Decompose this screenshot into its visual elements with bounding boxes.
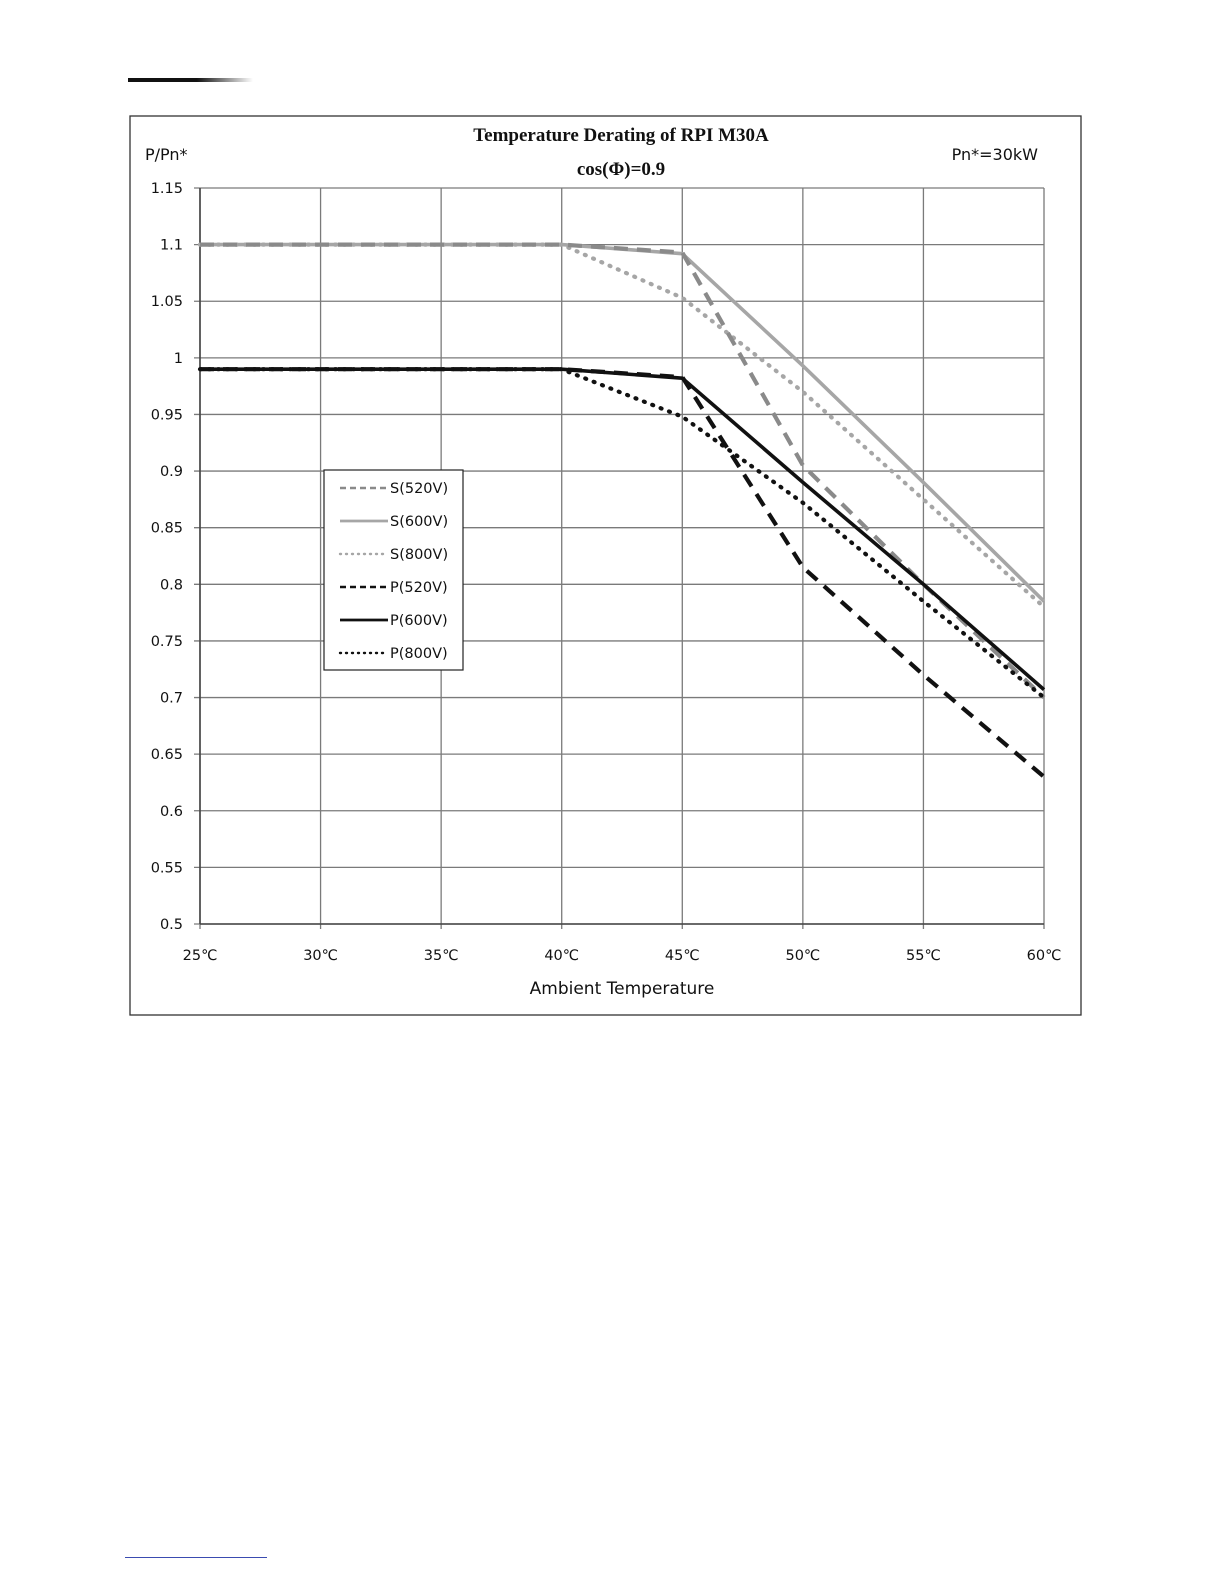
legend-label: S(600V) <box>390 514 448 530</box>
y-tick-label: 0.65 <box>151 747 183 763</box>
x-tick-label: 50℃ <box>785 948 820 964</box>
chart-title: Temperature Derating of RPI M30A <box>473 125 769 146</box>
y-tick-label: 0.8 <box>160 577 183 593</box>
legend-label: S(800V) <box>390 547 448 563</box>
x-tick-label: 25℃ <box>183 948 218 964</box>
legend-label: P(800V) <box>390 646 448 662</box>
rated-power-annotation: Pn*=30kW <box>952 145 1039 164</box>
y-tick-label: 0.7 <box>160 691 183 707</box>
y-tick-label: 0.75 <box>151 634 183 650</box>
y-axis-label: P/Pn* <box>145 145 188 164</box>
legend-label: P(600V) <box>390 613 448 629</box>
x-axis-label: Ambient Temperature <box>530 979 715 999</box>
y-tick-label: 0.85 <box>151 521 183 537</box>
y-tick-label: 1.05 <box>151 294 183 310</box>
x-tick-label: 35℃ <box>424 948 459 964</box>
y-tick-label: 0.9 <box>160 464 183 480</box>
y-tick-label: 1.1 <box>160 238 183 254</box>
y-tick-label: 0.95 <box>151 407 183 423</box>
legend: S(520V) S(600V) S(800V) P(520V) P(600V) P(800… <box>323 469 464 671</box>
chart-subtitle: cos(Φ)=0.9 <box>577 159 665 180</box>
header-rule <box>128 78 253 82</box>
series-line-p800v <box>197 367 1047 700</box>
series-line-p520v <box>200 367 1046 779</box>
chart-frame <box>129 115 1082 1016</box>
series-layer <box>197 242 1047 779</box>
legend-label: S(520V) <box>390 481 448 497</box>
grid <box>194 187 1045 929</box>
y-tick-label: 0.5 <box>160 917 183 933</box>
x-tick-label: 30℃ <box>303 948 338 964</box>
y-tick-label: 0.55 <box>151 860 183 876</box>
x-tick-label: 45℃ <box>665 948 700 964</box>
legend-box <box>323 469 464 671</box>
legend-label: P(520V) <box>390 580 448 596</box>
series-line-s800v <box>197 242 1047 610</box>
x-tick-label: 40℃ <box>544 948 579 964</box>
y-tick-label: 0.6 <box>160 804 183 820</box>
x-tick-label: 55℃ <box>906 948 941 964</box>
y-tick-label: 1.15 <box>151 181 183 197</box>
axis-ticks: 0.5 0.55 0.6 0.65 0.7 0.75 0.8 0.85 0.9 0.95 1 1.05… <box>151 181 1062 964</box>
y-tick-label: 1 <box>174 351 183 367</box>
footer-rule <box>125 1557 267 1558</box>
x-tick-label: 60℃ <box>1027 948 1062 964</box>
